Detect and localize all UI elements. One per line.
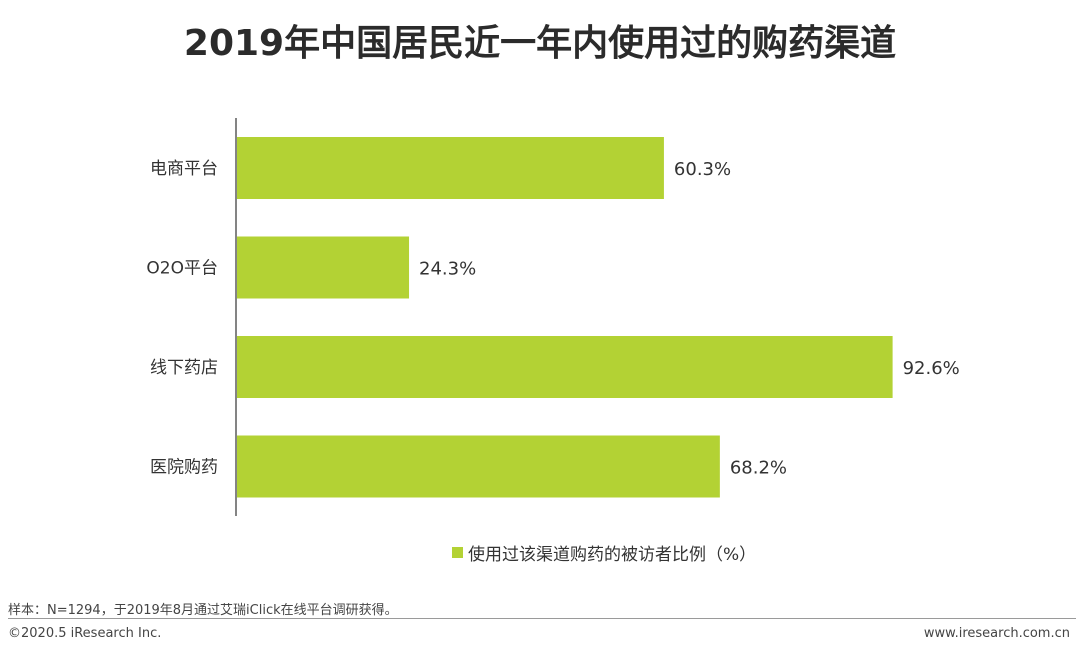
data-label: 68.2% [730,458,787,479]
legend-swatch [452,546,463,558]
bar-1 [237,236,410,299]
legend-label: 使用过该渠道购药的被访者比例（%） [468,544,757,565]
chart-title: 2019年中国居民近一年内使用过的购药渠道 [183,23,897,64]
category-label: 电商平台 [150,159,218,179]
category-label: 线下药店 [150,358,218,378]
website-url: www.iresearch.com.cn [923,626,1070,641]
bar-chart: 电商平台 60.3% O2O平台 24.3% 线下药店 92.6% 医院购药 68.2% [146,118,960,516]
category-label: 医院购药 [150,458,218,478]
legend: 使用过该渠道购药的被访者比例（%） [452,540,757,565]
bar-3 [237,435,720,498]
data-label: 92.6% [903,358,960,379]
category-label: O2O平台 [146,259,218,279]
data-label: 60.3% [674,159,731,180]
footer-divider [8,618,1076,619]
data-label: 24.3% [419,259,476,280]
copyright-text: ©2020.5 iResearch Inc. [8,626,162,641]
bar-2 [237,336,893,398]
sample-footnote: 样本：N=1294，于2019年8月通过艾瑞iClick在线平台调研获得。 [8,603,398,618]
bar-0 [237,137,664,199]
